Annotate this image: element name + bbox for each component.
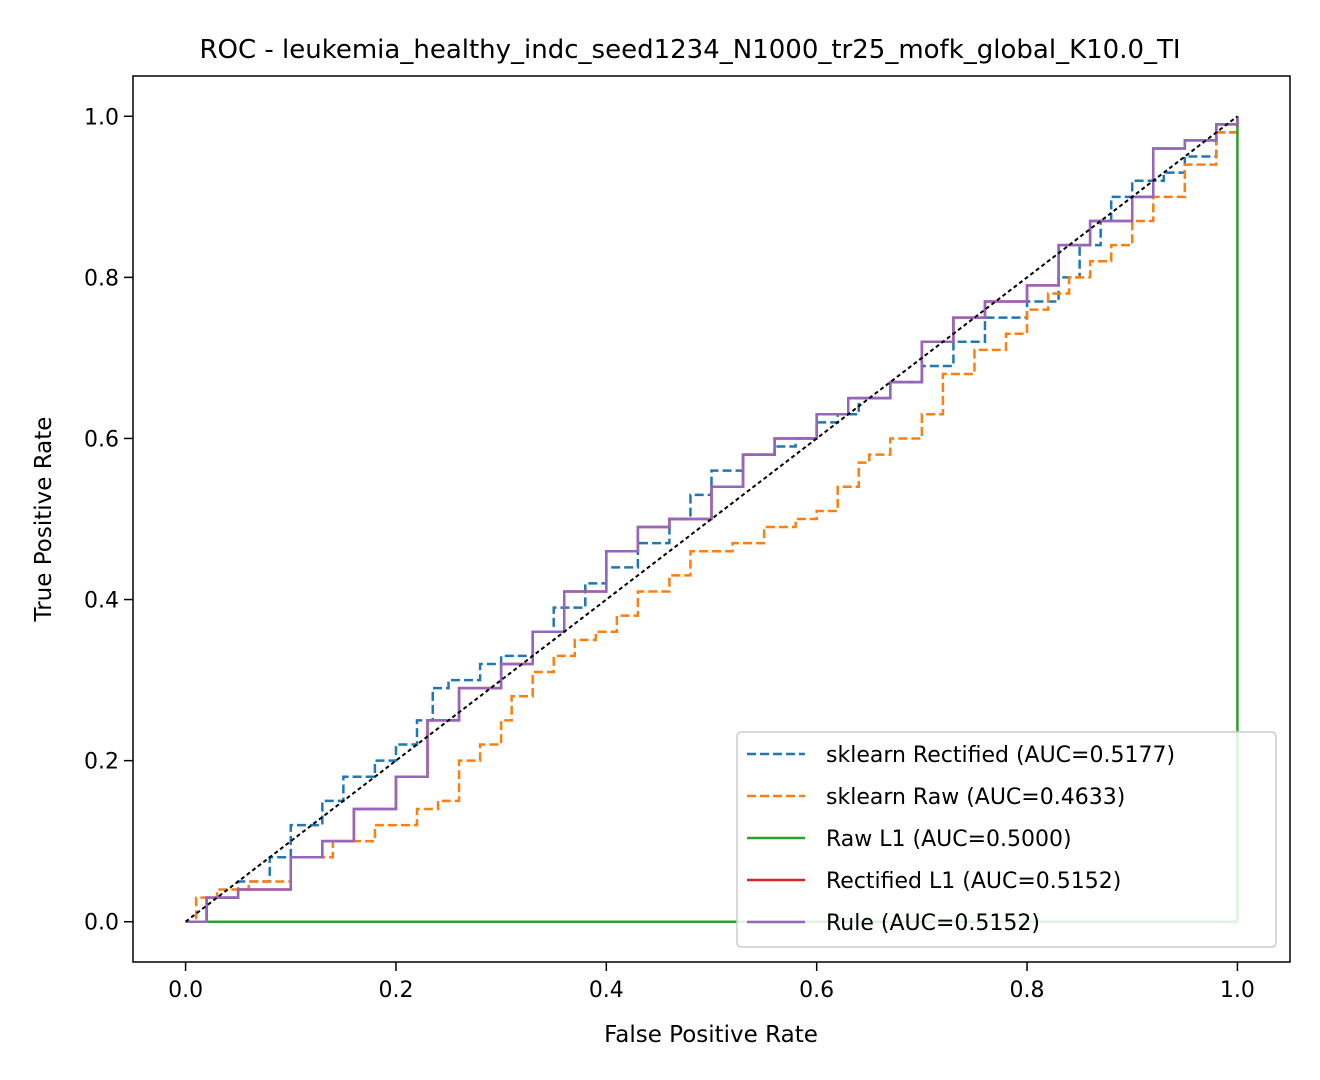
x-tick-label: 0.8: [1010, 978, 1045, 1003]
x-tick-label: 0.0: [168, 978, 203, 1003]
x-tick-label: 0.2: [378, 978, 413, 1003]
legend-label: Raw L1 (AUC=0.5000): [826, 827, 1072, 852]
x-tick-label: 0.6: [799, 978, 834, 1003]
series-line-sklearn-raw: [185, 116, 1239, 923]
legend-label: Rectified L1 (AUC=0.5152): [826, 869, 1121, 894]
axes-frame: [132, 75, 1291, 963]
legend-box: [736, 731, 1277, 948]
legend: sklearn Rectified (AUC=0.5177) sklearn Ra…: [736, 731, 1277, 948]
y-axis: 0.0 0.2 0.4 0.6 0.8 1.0: [84, 105, 133, 936]
y-tick-label: 0.2: [84, 750, 119, 775]
chart-title: ROC - leukemia_healthy_indc_seed1234_N10…: [199, 35, 1180, 65]
legend-label: sklearn Raw (AUC=0.4633): [826, 785, 1125, 810]
y-tick-label: 1.0: [84, 105, 119, 130]
x-tick-label: 1.0: [1220, 978, 1255, 1003]
y-tick-label: 0.4: [84, 589, 119, 614]
legend-label: Rule (AUC=0.5152): [826, 911, 1040, 936]
y-tick-label: 0.6: [84, 427, 119, 452]
y-axis-label: True Positive Rate: [31, 417, 57, 623]
x-tick-label: 0.4: [589, 978, 624, 1003]
x-axis-label: False Positive Rate: [604, 1022, 818, 1048]
series-line-rule: [185, 116, 1239, 923]
y-tick-label: 0.0: [84, 911, 119, 936]
legend-label: sklearn Rectified (AUC=0.5177): [826, 743, 1175, 768]
y-tick-label: 0.8: [84, 266, 119, 291]
chance-diagonal-line: [184, 115, 1239, 923]
x-axis: 0.0 0.2 0.4 0.6 0.8 1.0: [168, 962, 1255, 1003]
